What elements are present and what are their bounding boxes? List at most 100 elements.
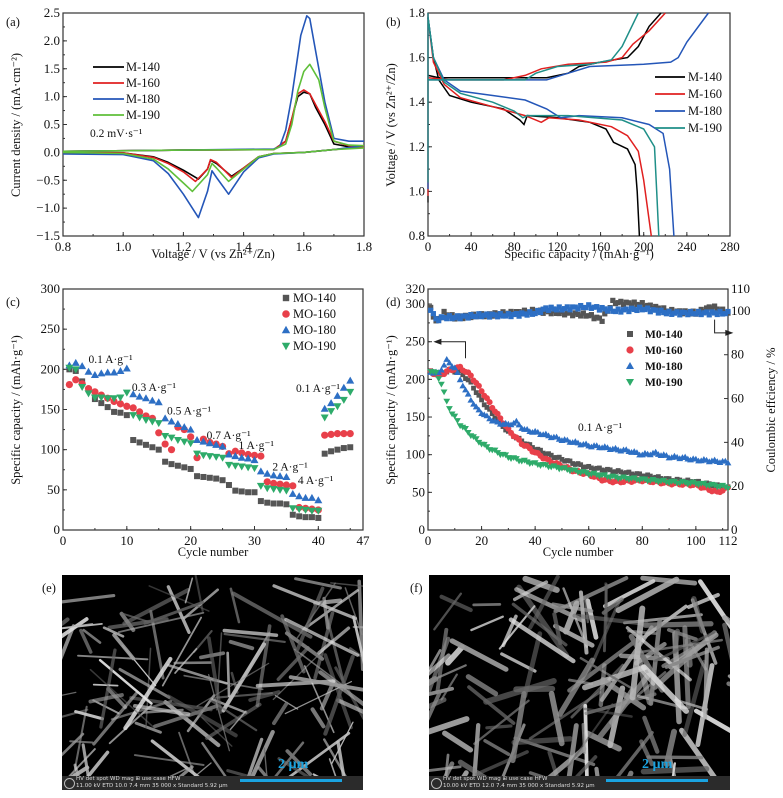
ce-point-M0-180 (658, 307, 664, 313)
data-point-MO-140 (200, 473, 207, 480)
capacity-point-M0-140 (639, 473, 645, 479)
panel-label-f: (f) (410, 581, 423, 595)
capacity-point-M0-160 (478, 388, 485, 395)
ce-point-M0-140 (677, 308, 683, 314)
data-point-MO-160 (257, 452, 265, 460)
data-point-MO-190 (71, 366, 80, 374)
nanorod (206, 636, 223, 714)
y-tick-label: 200 (41, 361, 61, 376)
data-point-MO-180 (167, 417, 176, 425)
y-tick-label: 150 (41, 402, 61, 417)
ce-point-M0-180 (607, 305, 613, 311)
rate-annotation: 0.3 A·g⁻¹ (132, 382, 177, 394)
nanorod (62, 623, 94, 630)
ce-point-M0-180 (505, 311, 511, 317)
legend-label: M0-160 (645, 345, 683, 357)
data-point-MO-140 (98, 400, 105, 407)
ce-point-M0-140 (591, 316, 597, 322)
ce-point-M0-140 (714, 306, 720, 312)
ce-point-M0-140 (602, 311, 608, 317)
xlabel-d: Cycle number (543, 545, 614, 559)
ce-point-M0-180 (604, 308, 611, 314)
nanorod (581, 722, 587, 755)
data-point-MO-180 (224, 450, 233, 458)
y-tick-label: 50 (412, 484, 425, 499)
data-point-MO-160 (263, 478, 271, 486)
x-tick-label: 40 (312, 533, 325, 548)
data-point-MO-190 (110, 395, 119, 403)
capacity-point-M0-140 (583, 464, 589, 470)
ce-point-M0-180 (580, 304, 586, 311)
capacity-point-M0-190 (521, 457, 528, 464)
data-point-MO-140 (238, 488, 245, 495)
ce-point-M0-140 (615, 300, 621, 306)
y-tick-label: 1.2 (409, 139, 425, 154)
xlabel-c: Cycle number (178, 545, 249, 559)
series-line-discharge-M-190 (427, 17, 660, 237)
data-point-MO-180 (237, 453, 246, 461)
nanorod (319, 682, 335, 711)
left-axis-arrow (438, 341, 466, 359)
capacity-point-M0-140 (562, 458, 568, 464)
data-point-MO-190 (148, 418, 157, 426)
ce-point-M0-140 (578, 313, 584, 319)
nanorod (566, 703, 614, 769)
nanorod (727, 674, 730, 679)
data-point-MO-190 (346, 388, 355, 396)
nanorod (557, 657, 595, 717)
ce-point-M0-140 (540, 310, 546, 316)
data-point-MO-190 (339, 396, 348, 404)
nanorod (222, 628, 279, 638)
data-point-MO-180 (129, 390, 138, 398)
nanorod (62, 732, 85, 757)
rate-annotation: 0.1 A·g⁻¹ (296, 383, 341, 395)
y-tick-label: 1.8 (409, 5, 425, 20)
data-point-MO-180 (276, 472, 285, 480)
data-point-MO-180 (135, 392, 144, 400)
data-point-MO-140 (308, 514, 315, 521)
data-point-MO-140 (149, 444, 156, 451)
y-right-tick-label: 0 (731, 522, 738, 537)
nanorod (445, 644, 465, 666)
nanorod (640, 766, 710, 775)
ce-point-M0-180 (462, 313, 469, 319)
data-point-MO-140 (264, 499, 271, 506)
capacity-point-M0-160 (494, 410, 501, 417)
data-point-MO-180 (346, 376, 355, 384)
nanorod (429, 765, 462, 772)
nanorod (528, 690, 602, 740)
ce-point-M0-140 (468, 314, 474, 321)
legend-marker (282, 310, 290, 318)
capacity-point-M0-180 (459, 382, 467, 389)
data-point-MO-180 (71, 358, 80, 366)
data-point-MO-180 (333, 391, 342, 399)
y-right-tick-label: 20 (731, 478, 744, 493)
capacity-point-M0-160 (497, 415, 504, 422)
nanorod (548, 690, 565, 747)
capacity-point-M0-140 (484, 405, 490, 410)
capacity-point-M0-140 (626, 469, 632, 475)
panel-label-c: (c) (6, 295, 20, 309)
nanorod (294, 648, 344, 687)
data-point-MO-140 (111, 408, 118, 415)
ce-point-M0-140 (449, 312, 455, 318)
right-axis-arrowhead (725, 329, 734, 336)
data-point-MO-180 (154, 398, 163, 406)
nanorod (196, 662, 270, 707)
nanorod (99, 648, 117, 729)
y-tick-label: 150 (406, 409, 426, 424)
ce-point-M0-140 (500, 309, 506, 315)
legend-marker (626, 346, 634, 354)
x-tick-label: 240 (677, 239, 697, 254)
ylabel-c: Specific capacity / (mAh·g⁻¹) (9, 335, 23, 485)
data-point-MO-190 (282, 487, 291, 495)
x-tick-label: 1.0 (115, 239, 131, 254)
nanorod (635, 638, 723, 654)
chart-rate-performance: 0 10 20 30 40 47 0 50 100 150 200 250 300 MO-140 MO-16… (41, 281, 371, 548)
capacity-point-M0-180 (467, 396, 475, 403)
capacity-point-M0-140 (471, 385, 476, 391)
nanorod (516, 584, 570, 659)
y-tick-label: 100 (41, 442, 61, 457)
rate-annotation: 4 A·g⁻¹ (298, 475, 334, 487)
data-point-MO-140 (245, 489, 252, 496)
